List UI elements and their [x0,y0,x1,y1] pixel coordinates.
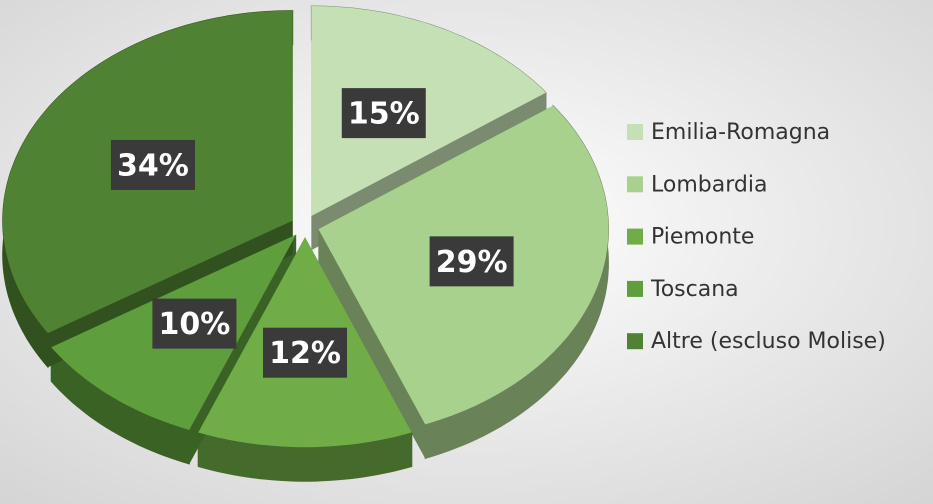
data-label-box [341,88,426,139]
data-label-box [152,298,237,349]
data-label-box [263,327,347,378]
legend-swatch [627,228,643,245]
legend-label: Lombardia [651,172,767,197]
data-labels: 15% 29% 12% 10% 34% [110,88,514,378]
legend-label: Altre (escluso Molise) [651,329,886,354]
legend: Emilia-Romagna Lombardia Piemonte Toscana Al… [627,120,886,354]
legend-swatch [627,176,643,193]
legend-swatch [627,333,643,350]
slice-wall [424,104,609,460]
legend-label: Toscana [650,277,739,302]
legend-label: Piemonte [651,225,754,250]
slice [311,6,546,216]
data-label-box [110,139,195,190]
legend-label: Emilia-Romagna [651,120,830,145]
data-label: 34% [117,148,189,183]
data-label: 10% [159,307,231,342]
data-label: 15% [348,97,420,132]
data-label-box [429,236,514,287]
slice-edge [318,229,426,459]
data-label: 12% [269,336,341,371]
data-label: 29% [436,245,508,280]
legend-swatch [627,280,643,297]
legend-swatch [627,124,643,140]
